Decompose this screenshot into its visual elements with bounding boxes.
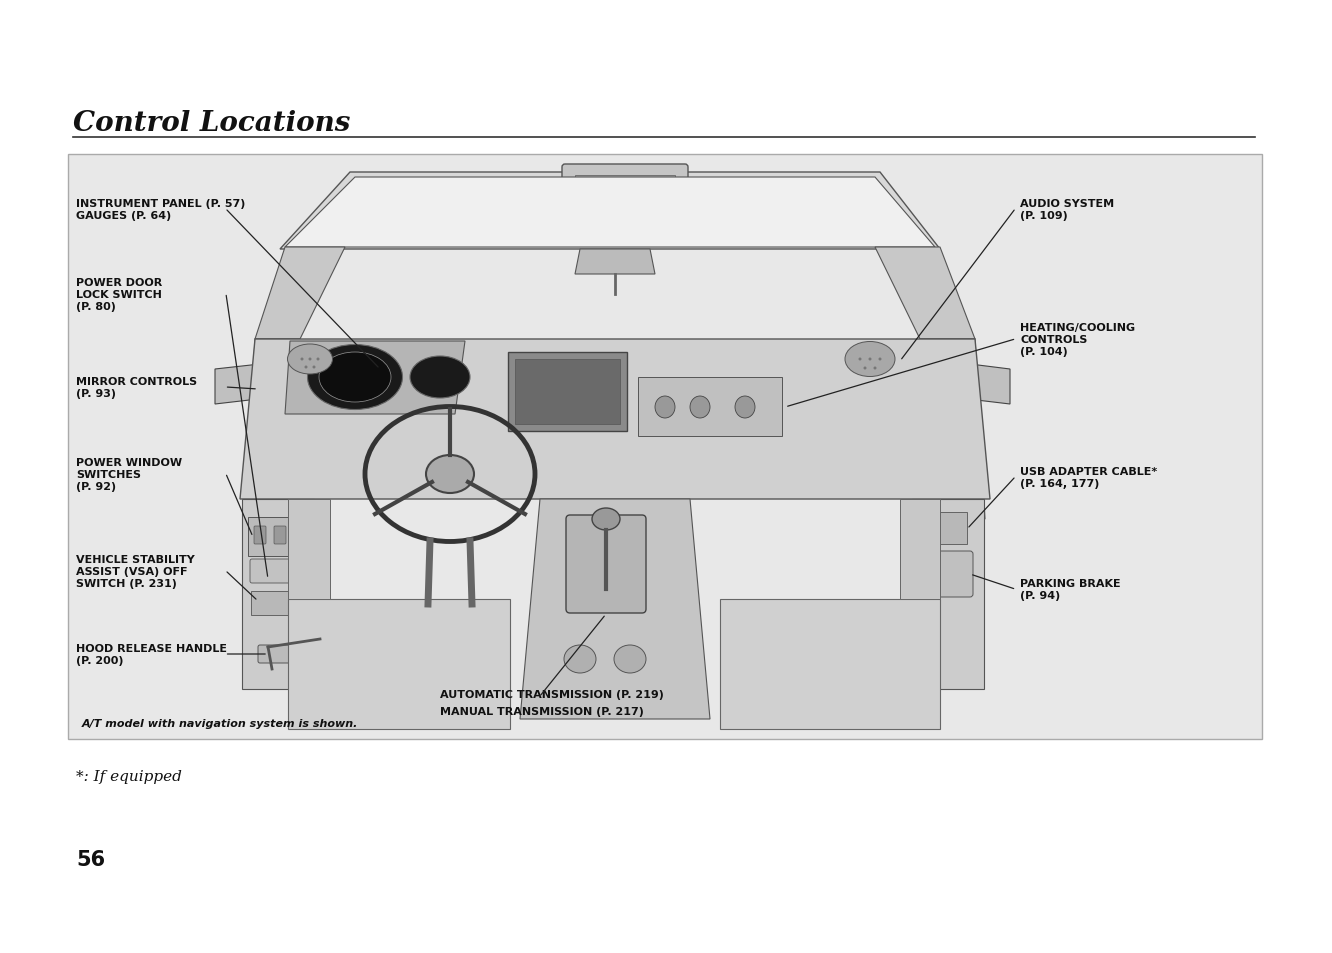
Polygon shape <box>254 248 345 339</box>
FancyBboxPatch shape <box>507 353 627 432</box>
Ellipse shape <box>309 358 312 361</box>
Polygon shape <box>920 339 984 519</box>
Polygon shape <box>288 599 510 729</box>
Ellipse shape <box>690 396 710 418</box>
Polygon shape <box>288 499 330 599</box>
FancyBboxPatch shape <box>918 513 967 544</box>
FancyBboxPatch shape <box>912 499 984 689</box>
Ellipse shape <box>874 367 876 370</box>
Text: HEATING/COOLING
CONTROLS
(P. 104): HEATING/COOLING CONTROLS (P. 104) <box>1020 323 1135 356</box>
Ellipse shape <box>563 645 595 673</box>
FancyBboxPatch shape <box>575 175 675 213</box>
Ellipse shape <box>308 345 402 410</box>
Ellipse shape <box>844 342 895 377</box>
FancyBboxPatch shape <box>274 526 286 544</box>
FancyBboxPatch shape <box>515 359 619 424</box>
Polygon shape <box>285 341 465 415</box>
FancyBboxPatch shape <box>258 645 322 663</box>
Text: PARKING BRAKE
(P. 94): PARKING BRAKE (P. 94) <box>1020 578 1120 600</box>
Polygon shape <box>285 178 935 248</box>
Polygon shape <box>721 599 940 729</box>
Polygon shape <box>900 499 940 599</box>
Text: USB ADAPTER CABLE*
(P. 164, 177): USB ADAPTER CABLE* (P. 164, 177) <box>1020 467 1158 488</box>
FancyBboxPatch shape <box>289 526 301 544</box>
Ellipse shape <box>313 366 316 369</box>
Text: MIRROR CONTROLS
(P. 93): MIRROR CONTROLS (P. 93) <box>76 376 197 398</box>
Text: *: If equipped: *: If equipped <box>76 769 182 783</box>
Ellipse shape <box>301 358 304 361</box>
Polygon shape <box>875 248 975 339</box>
Text: POWER WINDOW
SWITCHES
(P. 92): POWER WINDOW SWITCHES (P. 92) <box>76 458 182 491</box>
FancyBboxPatch shape <box>68 154 1261 740</box>
Ellipse shape <box>288 345 333 375</box>
Text: 56: 56 <box>76 849 105 869</box>
Polygon shape <box>240 339 990 499</box>
Text: AUDIO SYSTEM
(P. 109): AUDIO SYSTEM (P. 109) <box>1020 199 1114 220</box>
FancyBboxPatch shape <box>254 526 266 544</box>
Text: HOOD RELEASE HANDLE
(P. 200): HOOD RELEASE HANDLE (P. 200) <box>76 643 226 665</box>
Text: MANUAL TRANSMISSION (P. 217): MANUAL TRANSMISSION (P. 217) <box>440 706 643 717</box>
Ellipse shape <box>318 353 392 402</box>
Polygon shape <box>280 172 940 250</box>
FancyBboxPatch shape <box>915 552 972 598</box>
Polygon shape <box>519 499 710 720</box>
FancyBboxPatch shape <box>248 517 306 557</box>
Text: A/T model with navigation system is shown.: A/T model with navigation system is show… <box>83 719 358 728</box>
Ellipse shape <box>591 509 619 531</box>
Text: AUTOMATIC TRANSMISSION (P. 219): AUTOMATIC TRANSMISSION (P. 219) <box>440 689 663 700</box>
Ellipse shape <box>863 367 867 370</box>
Polygon shape <box>245 339 310 519</box>
Text: POWER DOOR
LOCK SWITCH
(P. 80): POWER DOOR LOCK SWITCH (P. 80) <box>76 278 163 312</box>
Polygon shape <box>575 250 655 274</box>
FancyBboxPatch shape <box>562 165 689 233</box>
Ellipse shape <box>426 456 474 494</box>
Ellipse shape <box>859 358 862 361</box>
Ellipse shape <box>735 396 755 418</box>
Ellipse shape <box>614 645 646 673</box>
Text: VEHICLE STABILITY
ASSIST (VSA) OFF
SWITCH (P. 231): VEHICLE STABILITY ASSIST (VSA) OFF SWITC… <box>76 555 194 588</box>
Polygon shape <box>968 365 1010 405</box>
Ellipse shape <box>868 358 871 361</box>
Ellipse shape <box>879 358 882 361</box>
Ellipse shape <box>317 358 320 361</box>
Ellipse shape <box>410 356 470 398</box>
Text: INSTRUMENT PANEL (P. 57)
GAUGES (P. 64): INSTRUMENT PANEL (P. 57) GAUGES (P. 64) <box>76 199 245 220</box>
Ellipse shape <box>655 396 675 418</box>
Polygon shape <box>214 365 260 405</box>
FancyBboxPatch shape <box>638 377 782 436</box>
FancyBboxPatch shape <box>242 499 314 689</box>
Text: Control Locations: Control Locations <box>73 110 350 137</box>
Ellipse shape <box>305 366 308 369</box>
FancyBboxPatch shape <box>250 592 290 616</box>
FancyBboxPatch shape <box>566 516 646 614</box>
FancyBboxPatch shape <box>250 559 298 583</box>
